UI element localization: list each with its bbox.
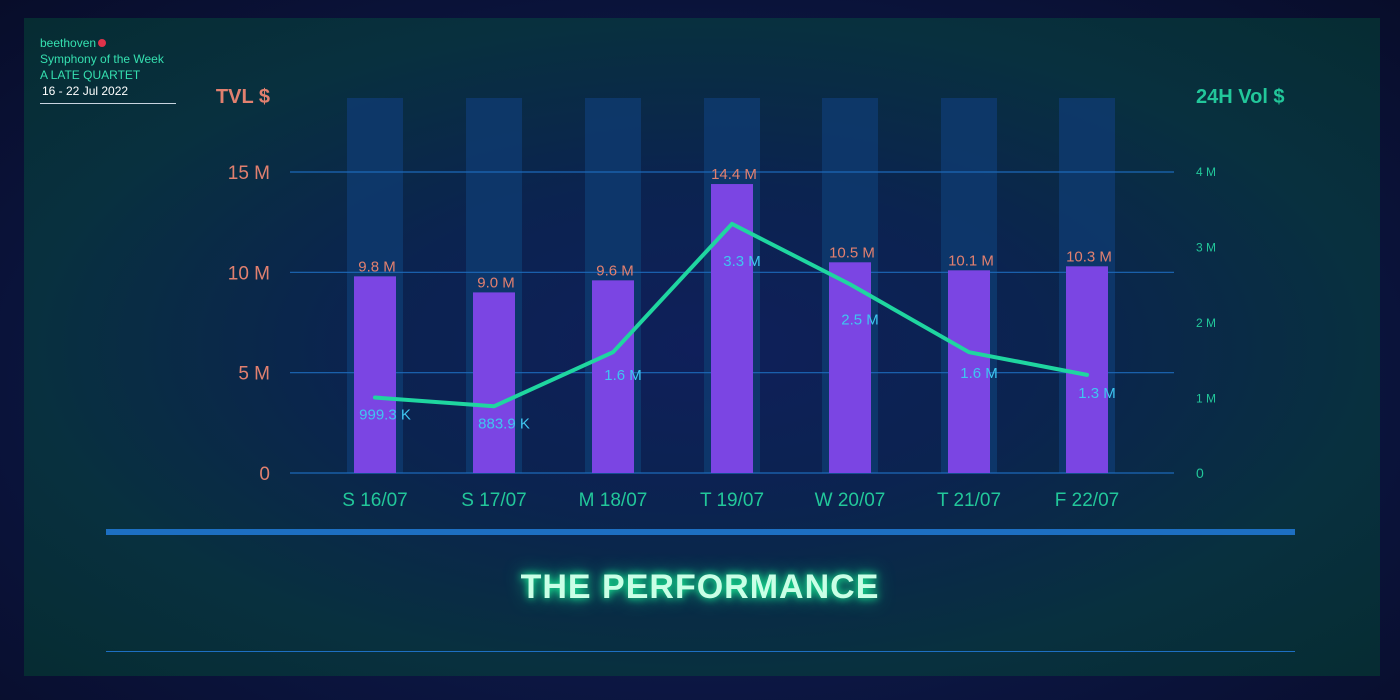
right-axis-tick: 4 M: [1196, 165, 1216, 179]
brand-logo-icon: [98, 39, 107, 47]
volume-line: [373, 221, 1089, 409]
line-label: 999.3 K: [359, 407, 411, 424]
section-divider-bar: [106, 529, 1295, 535]
series-title: A LATE QUARTET: [40, 68, 141, 82]
bar: [948, 270, 990, 473]
bar: [592, 280, 634, 473]
bar-label: 14.4 M: [711, 166, 757, 183]
line-label: 1.6 M: [604, 367, 642, 384]
bar: [473, 292, 515, 473]
right-axis-label: 24H Vol $: [1196, 86, 1285, 108]
bar-label: 9.8 M: [358, 258, 396, 275]
x-axis-tick: W 20/07: [815, 490, 886, 511]
x-axis-tick: M 18/07: [579, 490, 648, 511]
right-axis-tick: 2 M: [1196, 316, 1216, 330]
x-axis-tick: F 22/07: [1055, 490, 1119, 511]
brand-subtitle: Symphony of the Week: [40, 52, 164, 66]
chart-panel: [24, 18, 1380, 676]
line-label: 2.5 M: [841, 311, 879, 328]
line-label: 883.9 K: [478, 415, 530, 432]
bar-label: 10.3 M: [1066, 248, 1112, 265]
bar-label: 10.1 M: [948, 252, 994, 269]
x-axis-tick: T 21/07: [937, 490, 1001, 511]
brand-block: beethoven Symphony of the Week A LATE QU…: [40, 35, 164, 99]
line-label: 1.6 M: [960, 365, 998, 382]
bar-label: 9.6 M: [596, 262, 634, 279]
bottom-divider: [106, 651, 1295, 652]
performance-title: THE PERFORMANCE: [520, 568, 880, 606]
right-axis-tick: 1 M: [1196, 392, 1216, 406]
date-range: 16 - 22 Jul 2022: [42, 84, 129, 98]
bar: [1066, 266, 1108, 473]
right-axis-tick: 3 M: [1196, 241, 1216, 255]
brand-name: beethoven: [40, 36, 97, 50]
left-axis-tick: 15 M: [228, 163, 270, 184]
bar: [354, 276, 396, 473]
brand-divider: [40, 103, 176, 104]
bar: [711, 184, 753, 474]
left-axis-tick: 5 M: [238, 364, 270, 385]
x-axis-tick: T 19/07: [700, 490, 764, 511]
x-axis-tick: S 17/07: [461, 490, 527, 511]
bar: [829, 262, 871, 473]
line-label: 3.3 M: [723, 253, 761, 270]
left-axis-tick: 10 M: [228, 263, 270, 284]
line-label: 1.3 M: [1078, 385, 1116, 402]
left-axis-label: TVL $: [216, 86, 270, 108]
bar-label: 9.0 M: [477, 274, 515, 291]
right-axis-tick: 0: [1196, 465, 1204, 481]
x-axis-tick: S 16/07: [342, 490, 408, 511]
left-axis-tick: 0: [259, 464, 270, 485]
bar-label: 10.5 M: [829, 244, 875, 261]
